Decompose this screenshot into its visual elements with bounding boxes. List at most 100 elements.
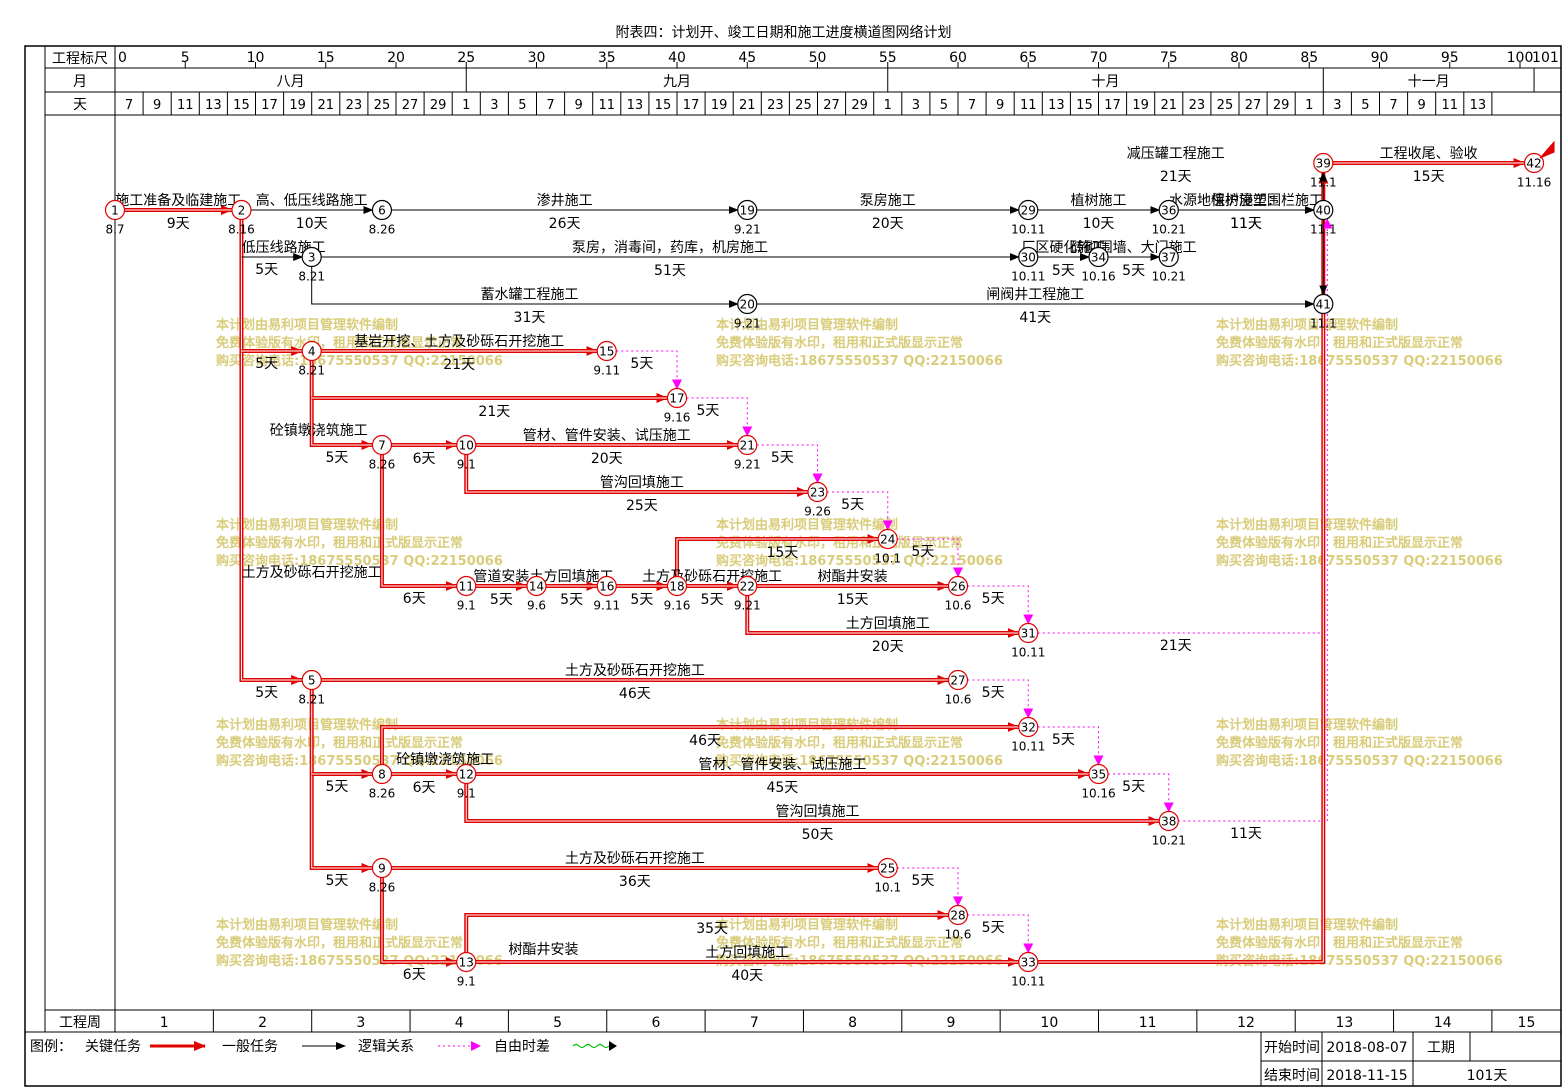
float-duration: 5天 <box>982 920 1005 936</box>
event-node: 119.1 <box>456 575 477 613</box>
scale-tick: 55 <box>879 50 897 66</box>
float-27-32 <box>967 679 1034 719</box>
task-duration: 21天 <box>443 357 475 373</box>
node-number: 30 <box>1021 251 1036 265</box>
task-name: 树酯井安装 <box>818 569 888 585</box>
event-node: 139.1 <box>456 951 477 989</box>
node-number: 15 <box>599 345 614 359</box>
task-duration: 25天 <box>626 498 658 514</box>
legend-float-label: 自由时差 <box>494 1039 550 1055</box>
day-cell: 3 <box>1333 98 1341 113</box>
node-date: 10.11 <box>1011 740 1045 754</box>
node-circle <box>1088 763 1109 785</box>
task-duration: 15天 <box>1413 169 1445 185</box>
node-number: 8 <box>378 768 386 782</box>
node-date: 10.6 <box>945 693 972 707</box>
event-node: 229.21 <box>734 575 761 613</box>
legend-float-arrowhead <box>609 1041 617 1051</box>
node-date: 8.21 <box>298 270 325 284</box>
float-21-23 <box>756 444 823 484</box>
node-number: 32 <box>1021 721 1036 735</box>
node-number: 35 <box>1091 768 1106 782</box>
node-number: 37 <box>1161 251 1176 265</box>
node-circle <box>456 575 477 597</box>
day-cell: 27 <box>823 98 840 113</box>
node-number: 33 <box>1021 956 1036 970</box>
node-date: 10.21 <box>1152 223 1186 237</box>
float-32-35 <box>1037 726 1104 766</box>
watermark-line: 免费体验版有水印，租用和正式版显示正常 <box>716 335 963 351</box>
watermark-line: 购买咨询电话:18675550537 QQ:22150066 <box>1216 753 1503 769</box>
event-node: 38 10.21 <box>1152 810 1186 848</box>
day-cell: 1 <box>1305 98 1313 113</box>
day-cell: 1 <box>884 98 892 113</box>
node-date: 8.26 <box>369 223 396 237</box>
week-cell: 5 <box>553 1015 562 1031</box>
node-number: 19 <box>740 204 755 218</box>
node-date: 9.21 <box>734 317 761 331</box>
day-cell: 29 <box>851 98 868 113</box>
day-cell: 27 <box>1245 98 1262 113</box>
node-number: 38 <box>1161 815 1176 829</box>
watermark-line: 免费体验版有水印，租用和正式版显示正常 <box>716 735 963 751</box>
day-cell: 7 <box>546 98 554 113</box>
node-date: 10.16 <box>1081 270 1115 284</box>
node-circle <box>1018 716 1039 738</box>
task-name: 高、低压线路施工 <box>256 192 368 209</box>
node-circle <box>1313 199 1334 221</box>
end-time-value: 2018-11-15 <box>1326 1068 1407 1084</box>
week-cell: 15 <box>1518 1015 1536 1031</box>
event-node: 159.11 <box>593 340 620 378</box>
day-cell: 11 <box>1020 98 1037 113</box>
week-cell: 10 <box>1040 1015 1058 1031</box>
task-name: 土方回填施工 <box>705 945 789 961</box>
trunk-5-9-core <box>311 689 373 869</box>
scale-tick: 65 <box>1019 50 1037 66</box>
branch-label: 砼镇墩浇筑施工 <box>270 423 368 439</box>
watermark-line: 购买咨询电话:18675550537 QQ:22150066 <box>216 753 503 769</box>
task-duration: 11天 <box>1230 216 1262 232</box>
node-circle <box>807 481 828 503</box>
node-circle <box>666 575 688 597</box>
float-24-26 <box>897 538 963 578</box>
event-node: 48.21 <box>298 340 325 378</box>
event-node: 179.16 <box>664 387 691 425</box>
watermark-line: 本计划由易利项目管理软件编制 <box>1216 317 1398 333</box>
watermark-line: 购买咨询电话:18675550537 QQ:22150066 <box>716 353 1003 369</box>
watermark-line: 购买咨询电话:18675550537 QQ:22150066 <box>1216 353 1503 369</box>
legend-normal-label: 一般任务 <box>222 1039 278 1055</box>
node-number: 14 <box>529 580 544 594</box>
trunk-2-5 <box>239 219 304 685</box>
node-date: 9.16 <box>664 411 691 425</box>
node-circle <box>1018 951 1039 973</box>
branch-duration: 5天 <box>326 873 349 889</box>
node-circle <box>737 434 758 456</box>
node-number: 39 <box>1316 157 1331 171</box>
node-date: 10.6 <box>945 599 972 613</box>
event-node: 219.21 <box>734 434 761 472</box>
day-cell: 21 <box>1160 98 1177 113</box>
node-date: 9.1 <box>457 975 476 989</box>
node-number: 22 <box>740 580 755 594</box>
node-date: 9.1 <box>457 458 476 472</box>
scale-tick: 0 <box>118 50 127 66</box>
day-cell: 3 <box>490 98 498 113</box>
month-cell: 九月 <box>663 74 691 90</box>
legend-critical-label: 关键任务 <box>85 1039 141 1055</box>
scale-tick: 20 <box>387 50 405 66</box>
task-duration: 15天 <box>766 545 798 561</box>
trunk-10-23-core <box>465 454 808 493</box>
period-value: 101天 <box>1467 1068 1508 1084</box>
node-circle <box>1158 246 1179 268</box>
week-cell: 6 <box>651 1015 660 1031</box>
event-node: 42 11.16 <box>1517 152 1551 190</box>
week-label: 工程周 <box>59 1015 101 1031</box>
watermark-line: 本计划由易利项目管理软件编制 <box>716 317 898 333</box>
node-number: 36 <box>1161 204 1176 218</box>
day-cell: 25 <box>374 98 391 113</box>
node-circle <box>371 199 393 221</box>
task-duration: 5天 <box>630 592 653 608</box>
node-circle <box>526 575 547 597</box>
node-number: 6 <box>378 204 386 218</box>
